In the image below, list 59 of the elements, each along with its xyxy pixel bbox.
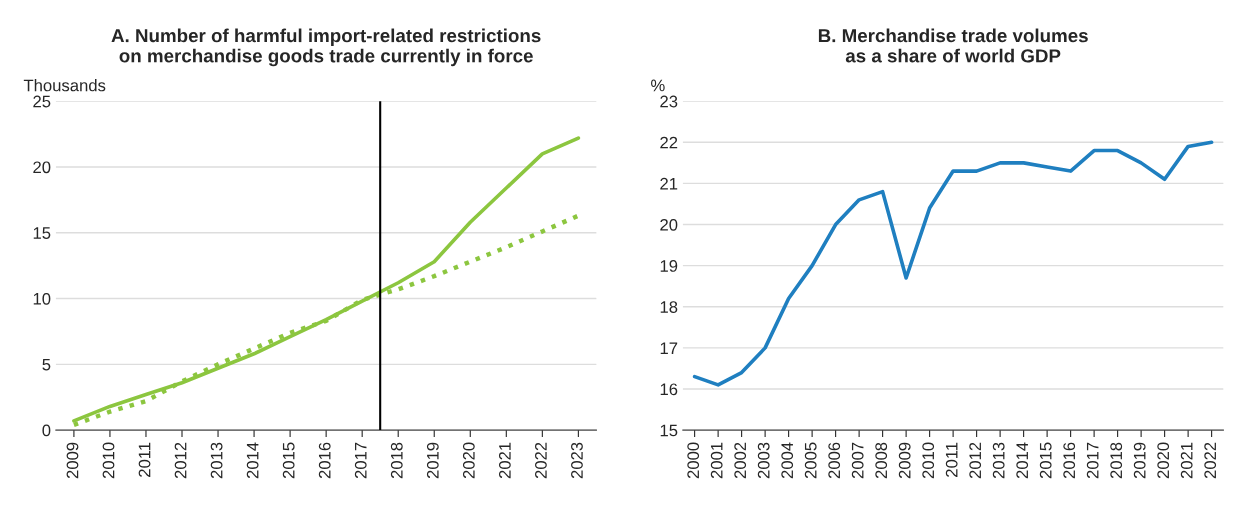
x-tick-label: 2012 — [174, 442, 187, 479]
y-tick-label: 10 — [33, 292, 51, 305]
x-tick-label: 2004 — [781, 442, 794, 479]
y-axis-title: Thousands — [23, 79, 106, 92]
chart-title: B. Merchandise trade volumes as a share of world GDP — [818, 28, 1088, 63]
x-tick-label: 2010 — [922, 442, 935, 479]
x-tick-label: 2010 — [102, 442, 115, 479]
x-tick-label: 2019 — [426, 442, 439, 479]
x-tick-label: 2009 — [66, 442, 79, 479]
y-tick-label: 22 — [660, 136, 678, 149]
y-tick-label: 0 — [42, 424, 51, 437]
y-tick-label: 20 — [33, 161, 51, 174]
y-tick-label: 15 — [33, 227, 51, 239]
x-tick-label: 2016 — [318, 442, 331, 479]
x-tick-label: 2012 — [969, 442, 982, 479]
x-tick-label: 2019 — [1133, 442, 1146, 479]
y-tick-label: 16 — [660, 383, 678, 396]
y-tick-label: 20 — [660, 218, 678, 231]
x-tick-label: 2018 — [1110, 442, 1123, 479]
x-tick-label: 2021 — [1180, 442, 1193, 479]
x-tick-label: 2017 — [1086, 442, 1099, 479]
y-axis-title: % — [651, 79, 665, 92]
x-tick-label: 2008 — [875, 442, 888, 479]
x-tick-label: 2022 — [1204, 442, 1217, 479]
x-tick-label: 2017 — [354, 442, 367, 479]
x-tick-label: 2018 — [390, 442, 403, 479]
x-tick-label: 2014 — [1016, 442, 1029, 479]
x-tick-label: 2020 — [1157, 442, 1170, 479]
x-tick-label: 2014 — [246, 442, 259, 479]
x-tick-label: 2005 — [804, 442, 817, 479]
x-tick-label: 2020 — [462, 442, 475, 479]
x-tick-label: 2013 — [210, 442, 223, 479]
x-tick-label: 2013 — [992, 442, 1005, 479]
y-tick-label: 19 — [660, 260, 678, 272]
x-tick-label: 2023 — [571, 442, 583, 479]
y-tick-label: 15 — [660, 424, 678, 437]
x-tick-label: 2003 — [757, 442, 770, 479]
x-tick-label: 2016 — [1063, 442, 1076, 479]
line-series — [72, 136, 581, 423]
y-tick-label: 18 — [660, 301, 678, 313]
y-tick-label: 25 — [33, 95, 51, 108]
x-tick-label: 2022 — [535, 442, 547, 479]
y-tick-label: 17 — [660, 342, 678, 354]
x-tick-label: 2009 — [898, 442, 911, 479]
x-tick-label: 2002 — [734, 442, 747, 479]
chart-title: A. Number of harmful import-related restrictions on merchandise goods trade currently in force — [111, 28, 541, 67]
y-tick-label: 5 — [42, 358, 51, 371]
x-tick-label: 2021 — [498, 442, 511, 479]
x-tick-label: 2015 — [1039, 442, 1052, 479]
x-tick-label: 2011 — [138, 442, 151, 477]
x-tick-label: 2007 — [851, 442, 864, 479]
x-tick-label: 2006 — [828, 442, 841, 479]
x-tick-label: 2001 — [710, 442, 723, 479]
x-tick-label: 2015 — [282, 442, 295, 479]
x-tick-label: 2011 — [945, 442, 958, 477]
y-tick-label: 21 — [660, 177, 678, 190]
line-series — [692, 140, 1214, 387]
x-tick-label: 2000 — [687, 442, 700, 479]
y-tick-label: 23 — [660, 95, 678, 108]
